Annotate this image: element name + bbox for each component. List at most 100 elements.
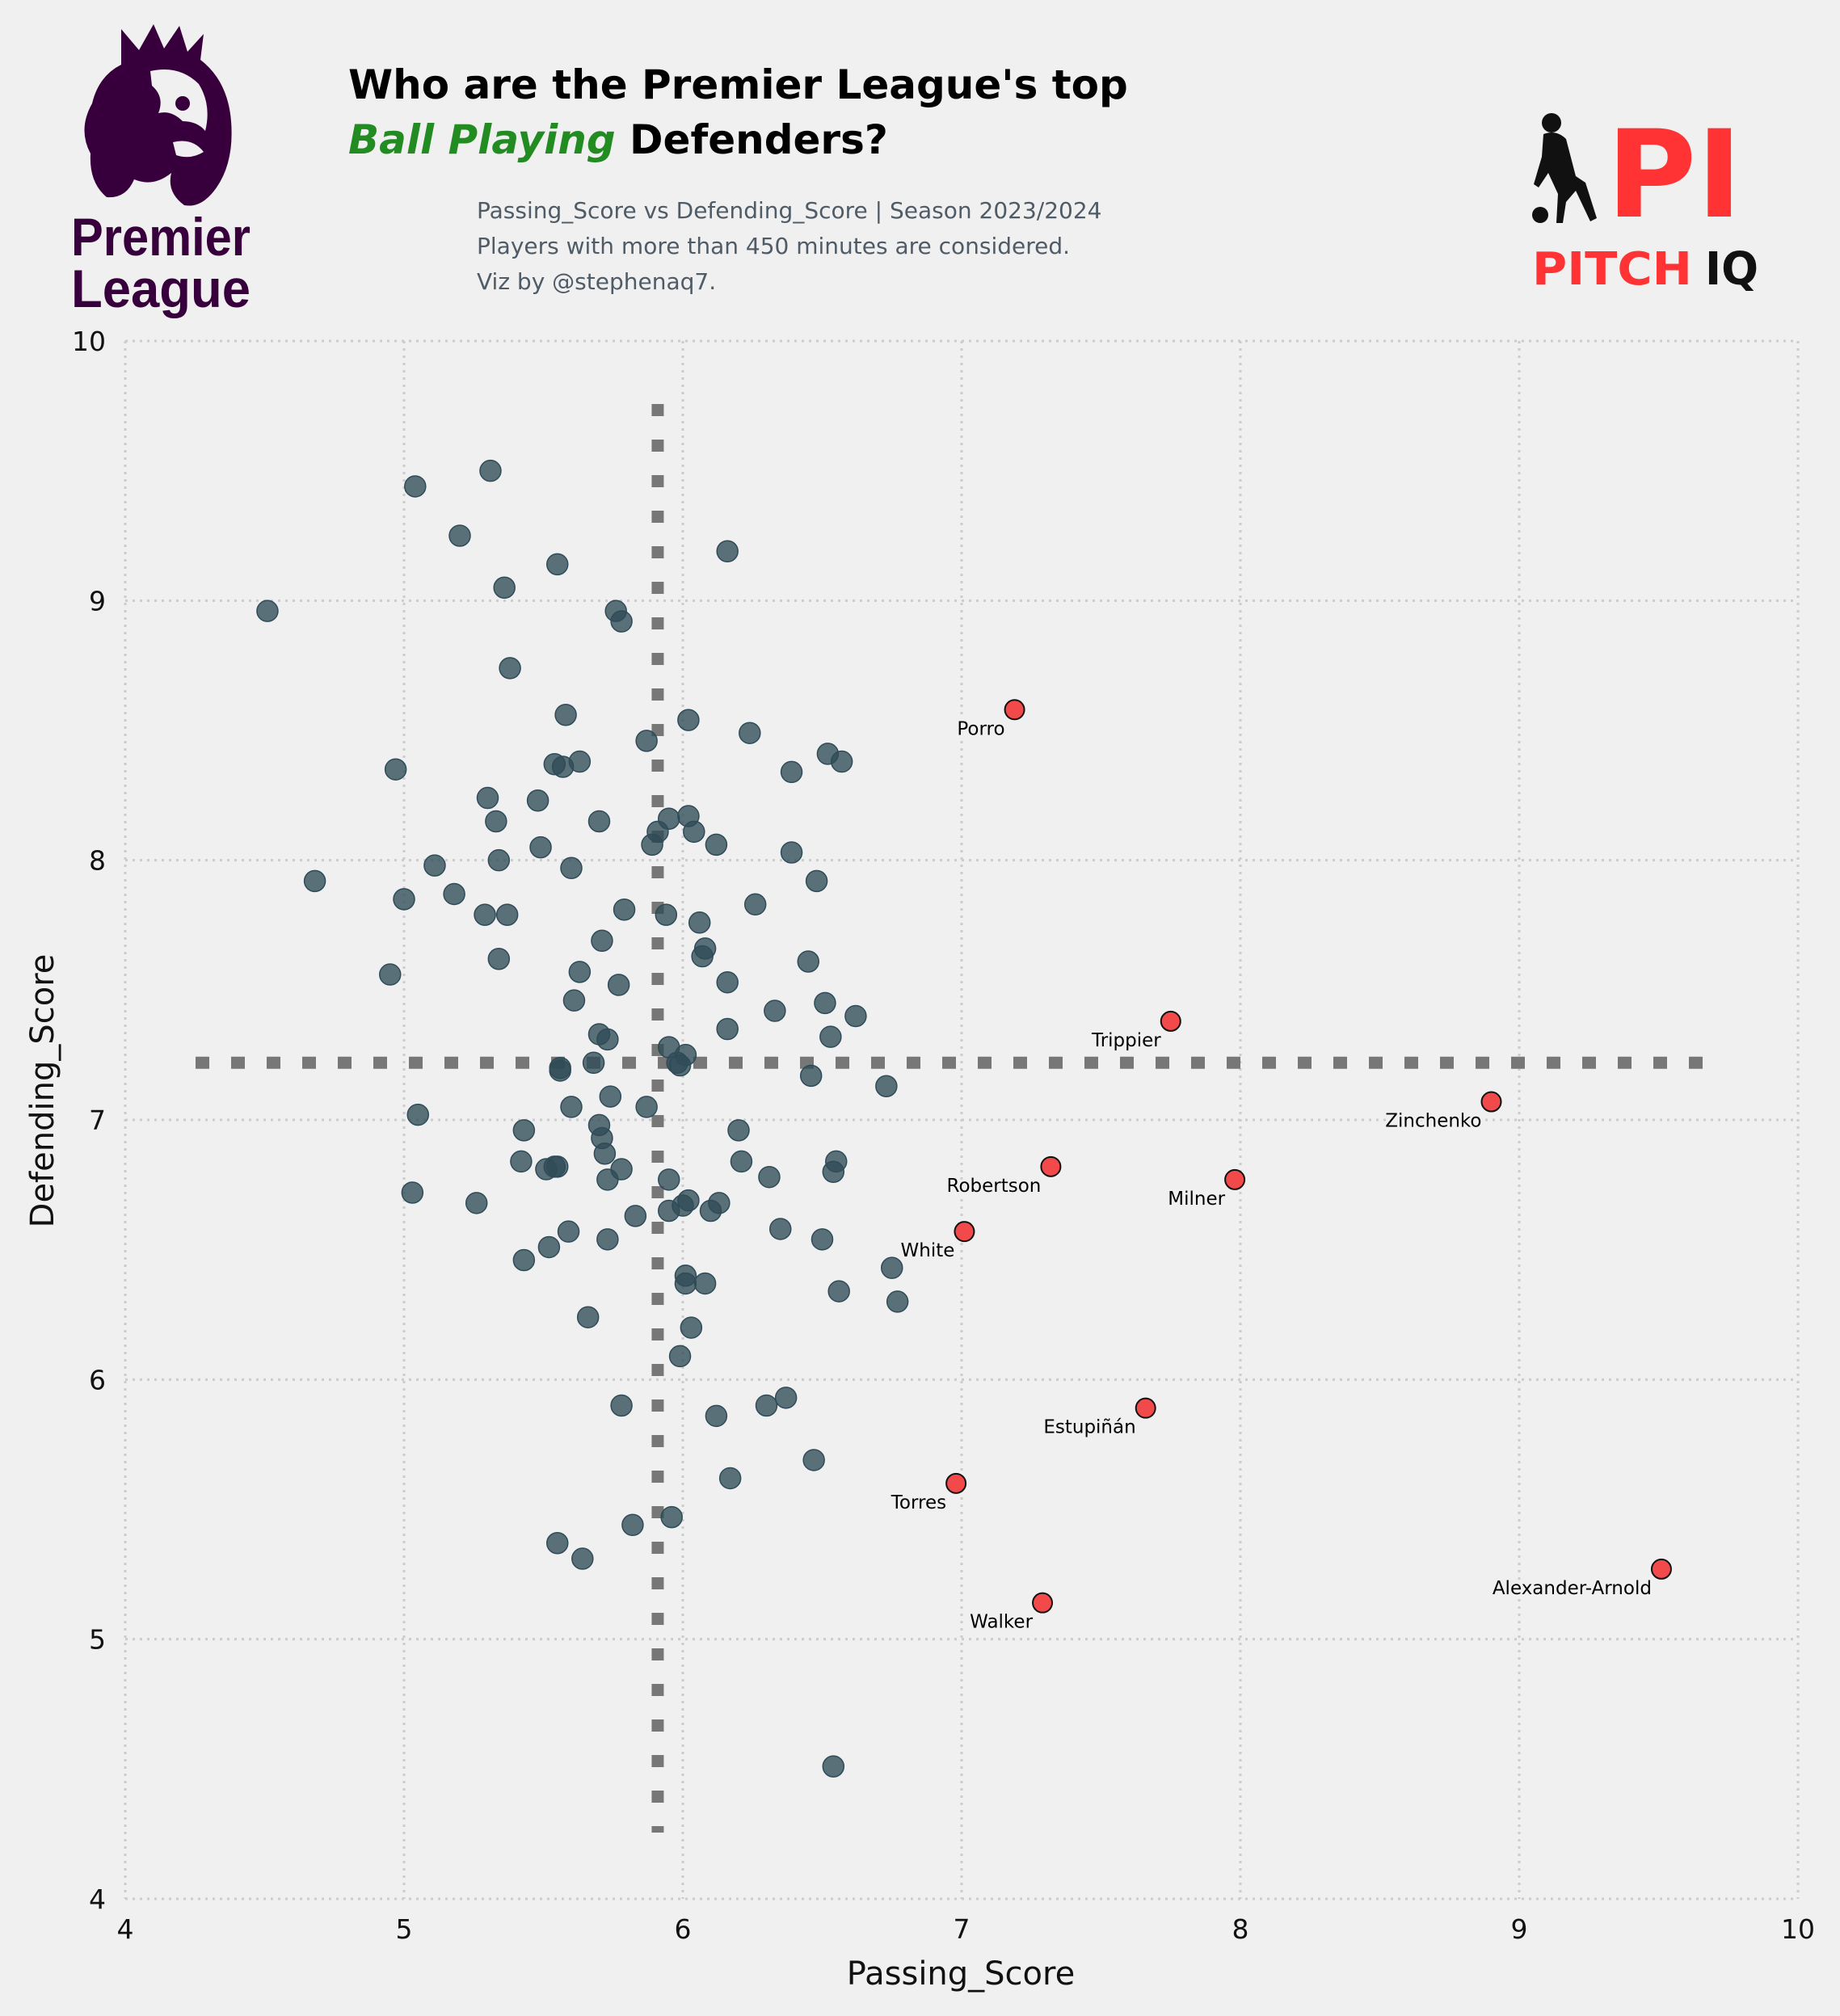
x-tick-label: 9 [1511,1913,1528,1945]
player-point [571,1547,594,1570]
player-point [727,1119,750,1142]
x-tick-labels: 4 5 6 7 8 9 10 [117,1913,1816,1945]
player-point [822,1755,845,1778]
player-label: Torres [891,1492,946,1513]
player-point [658,807,680,831]
highlighted-player-point [1135,1397,1156,1419]
player-point [465,1192,488,1214]
player-point [557,1220,580,1243]
player-point [549,1059,571,1082]
player-point [448,524,471,547]
player-label: Robertson [947,1176,1042,1197]
player-point [886,1290,909,1313]
player-point [587,810,611,833]
player-point [593,1143,617,1165]
pitch-iq-logo: PI PITCH IQ [1532,105,1758,296]
player-point [799,1064,823,1088]
highlighted-player-point [1040,1155,1062,1177]
player-point [596,1168,619,1191]
player-point [774,1387,798,1409]
player-point [827,1280,850,1303]
player-point [683,820,705,844]
player-point [693,937,717,960]
player-point [576,1306,600,1328]
player-point [610,610,633,633]
player-point [610,1394,633,1417]
player-point [384,758,407,781]
player-point [677,1189,700,1212]
x-tick-label: 10 [1781,1913,1815,1945]
pitch-iq-word-iq: IQ [1705,243,1758,296]
player-point [560,856,583,880]
player-point [716,540,739,563]
player-point [599,1085,622,1108]
player-label: Alexander-Arnold [1493,1578,1652,1599]
x-tick-label: 8 [1232,1913,1249,1945]
player-point [485,810,507,833]
player-point [443,882,465,906]
player-point [802,1449,825,1471]
player-point [780,841,803,864]
player-point [811,1228,834,1251]
premier-league-wordmark-line2: League [71,259,251,318]
highlighted-player-point [1004,699,1025,721]
grid [124,339,1800,1900]
y-tick-label: 7 [89,1105,106,1136]
reference-lines [196,404,1712,1833]
player-point [718,1467,742,1490]
player-point [510,1150,533,1173]
player-point [596,1228,619,1251]
x-tick-label: 4 [117,1913,134,1945]
premier-league-logo: Premier League [71,24,251,318]
player-point [739,722,761,744]
player-point [674,1272,697,1295]
player-label: Milner [1168,1189,1225,1210]
player-point [474,903,496,926]
player-point [512,1119,536,1142]
player-point [568,750,592,773]
player-point [755,1394,778,1417]
player-point [546,553,569,576]
player-point [512,1248,536,1272]
highlighted-player-point [1160,1010,1181,1032]
player-point [655,903,678,926]
player-point [677,709,700,731]
title-line1: Who are the Premier League's top [348,61,1128,108]
other-players [256,459,909,1778]
x-tick-label: 5 [396,1913,413,1945]
player-label: White [901,1240,955,1261]
x-tick-label: 7 [954,1913,971,1945]
player-point [822,1160,845,1184]
player-point [668,1054,692,1077]
player-point [814,991,836,1015]
player-point [568,961,592,983]
player-point [526,789,549,812]
y-tick-label: 8 [89,845,106,877]
player-point [705,1404,728,1428]
player-point [613,898,636,921]
y-tick-labels: 4 5 6 7 8 9 10 [72,326,106,1915]
player-point [256,600,279,622]
player-point [487,848,511,872]
player-label: Trippier [1091,1030,1161,1051]
highlighted-player-point [1224,1168,1246,1190]
pitch-iq-mark: PI [1606,105,1742,246]
player-point [830,750,853,773]
player-point [591,929,613,953]
player-point [406,1103,429,1126]
player-point [780,760,803,784]
player-point [716,970,739,994]
player-point [393,888,415,911]
highlighted-players: Porro Trippier Zinchenko Robertson Milner Whi… [888,699,1672,1635]
player-point [487,948,511,970]
player-point [769,1218,792,1240]
premier-league-wordmark-line1: Premier [71,207,251,267]
player-point [635,730,658,752]
footballer-silhouette-icon [1532,113,1597,223]
player-point [875,1075,898,1097]
player-point [535,1158,558,1181]
player-point [476,786,499,810]
player-point [660,1505,683,1529]
player-point [423,854,446,877]
